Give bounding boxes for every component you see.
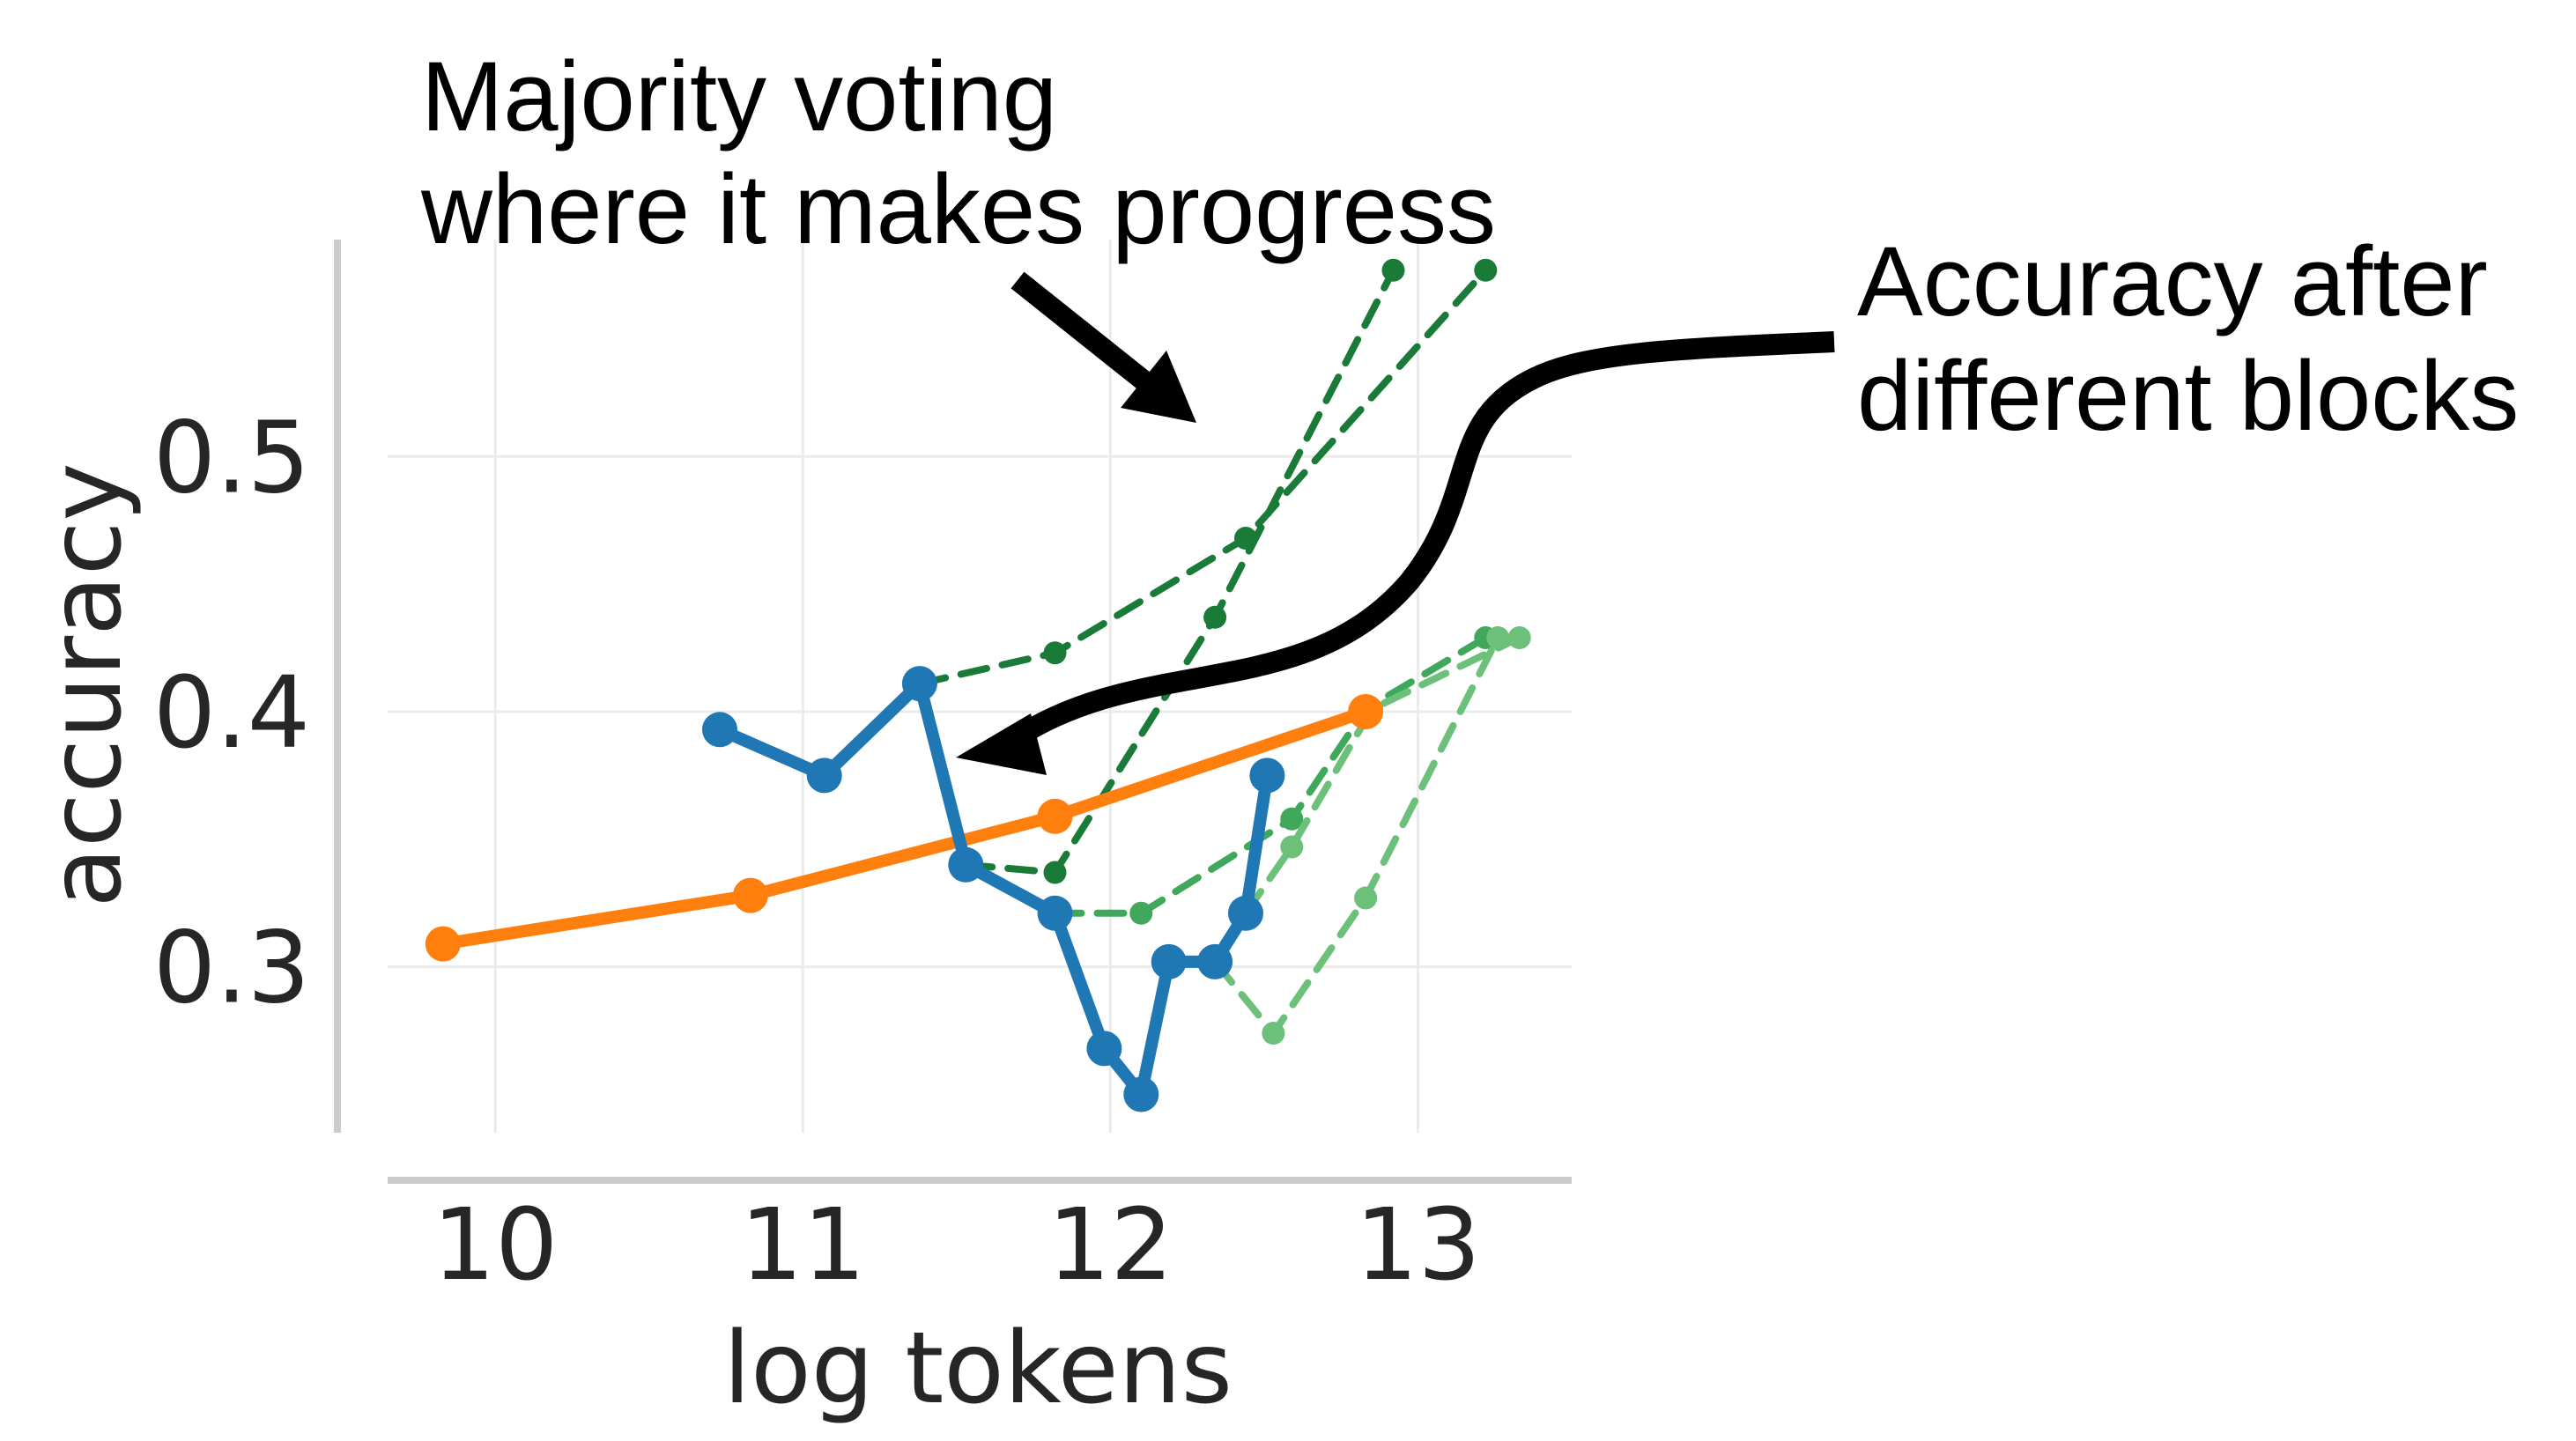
x-tick-label: 13 — [1355, 1188, 1481, 1303]
annotation-majority-arrow-shaft — [1010, 271, 1151, 389]
series-1-blue — [702, 666, 1285, 1112]
data-point — [702, 712, 737, 748]
y-tick-label: 0.4 — [153, 656, 310, 771]
data-point — [1507, 626, 1531, 649]
data-point — [1197, 943, 1233, 979]
data-point — [948, 846, 984, 883]
series-layer — [425, 258, 1531, 1112]
data-point — [901, 666, 937, 702]
series-2-dark_green — [907, 258, 1498, 696]
x-tick-label: 10 — [433, 1188, 559, 1303]
data-point — [1043, 641, 1067, 665]
data-point — [425, 926, 461, 962]
series-3-dark_green — [954, 258, 1405, 884]
series-line — [436, 706, 1373, 950]
grid — [388, 240, 1572, 1133]
x-tick-label: 11 — [740, 1188, 866, 1303]
data-point — [1129, 901, 1153, 925]
data-point — [1086, 1031, 1122, 1067]
data-point — [1043, 861, 1067, 884]
data-point — [1037, 895, 1073, 931]
annotation-blocks-arrow-head — [956, 713, 1047, 775]
data-point — [1203, 605, 1227, 629]
data-point — [1348, 694, 1384, 729]
data-point — [1037, 798, 1073, 834]
data-point — [1381, 258, 1405, 282]
annotation-majority-line-1: Majority voting — [421, 41, 1057, 151]
series-0-orange — [425, 694, 1384, 962]
data-point — [1249, 757, 1285, 794]
data-point — [1123, 1076, 1159, 1112]
annotation-majority-arrow-head — [1121, 351, 1196, 423]
annotation-blocks-arrow-shaft — [1007, 331, 1835, 749]
y-tick-label: 0.3 — [153, 912, 310, 1026]
series-line — [1242, 634, 1523, 917]
x-axis-label: log tokens — [723, 1312, 1232, 1426]
x-tick-label: 12 — [1047, 1188, 1173, 1303]
data-point — [1280, 807, 1304, 831]
series-line — [915, 266, 1490, 688]
annotation-majority-line-2: where it makes progress — [420, 154, 1496, 264]
y-tick-label: 0.5 — [153, 401, 310, 515]
annotation-accuracy-blocks: Accuracy after different blocks — [956, 226, 2519, 775]
data-point — [1280, 835, 1304, 859]
data-point — [1151, 943, 1187, 979]
axes — [334, 240, 1572, 1184]
y-axis-label: accuracy — [29, 462, 144, 907]
data-point — [732, 877, 768, 913]
series-line — [962, 266, 1397, 876]
data-point — [1474, 258, 1498, 282]
data-point — [1228, 895, 1263, 931]
series-5-light_green — [1203, 626, 1510, 1045]
series-line — [1211, 634, 1502, 1037]
data-point — [1262, 1022, 1285, 1045]
annotation-blocks-line-1: Accuracy after — [1857, 226, 2488, 336]
data-point — [806, 757, 842, 794]
annotation-majority-voting: Majority voting where it makes progress — [420, 41, 1496, 423]
data-point — [1354, 886, 1378, 910]
annotation-blocks-line-2: different blocks — [1857, 341, 2519, 451]
tick-labels: 10 11 12 13 0.3 0.4 0.5 — [153, 401, 1481, 1303]
